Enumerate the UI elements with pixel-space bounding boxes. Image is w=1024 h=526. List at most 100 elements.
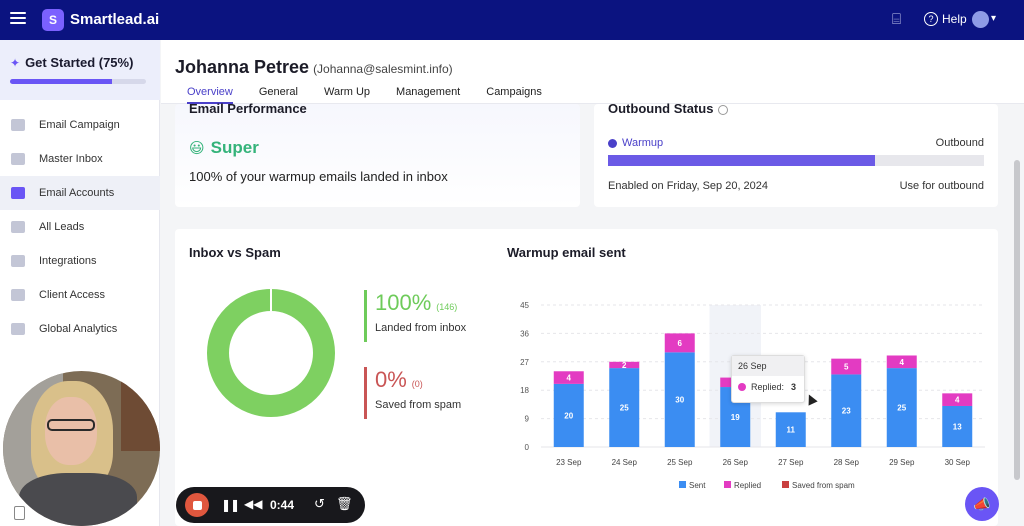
chevron-down-icon[interactable]: ▾ [991, 13, 997, 24]
tab-management[interactable]: Management [396, 86, 461, 98]
sidebar-item-label: Email Accounts [39, 187, 115, 199]
page-scrollbar[interactable] [1014, 160, 1020, 480]
inbox-vs-spam-title: Inbox vs Spam [189, 245, 281, 260]
tooltip-value: 3 [791, 382, 797, 392]
info-icon[interactable] [718, 104, 729, 115]
bar-value-label: 11 [787, 426, 796, 435]
restart-icon[interactable]: ↺ [314, 496, 325, 511]
sidebar-nav: Email Campaign Master Inbox Email Accounts… [0, 108, 160, 346]
sidebar-item-label: Email Campaign [39, 119, 120, 131]
y-tick-label: 9 [525, 415, 530, 424]
help-label: Help [942, 12, 967, 26]
sidebar-item-email-accounts[interactable]: Email Accounts [0, 176, 160, 210]
top-bar: S Smartlead.ai ⌸ ? Help ▾ [0, 0, 1024, 40]
puzzle-icon [11, 255, 25, 267]
rewind-icon[interactable]: ◀◀ [244, 497, 263, 511]
chart-tooltip: 26 Sep Replied: 3 [731, 355, 805, 403]
performance-grade: 😃 Super [189, 138, 259, 158]
bar-sent [553, 383, 584, 447]
get-started-panel[interactable]: ✦ Get Started (75%) [0, 40, 160, 100]
inbox-percent: 100% [375, 290, 432, 315]
bar-replied [831, 358, 862, 375]
inbox-label: Landed from inbox [375, 322, 467, 334]
help-button[interactable]: ? Help [924, 12, 967, 26]
trash-icon[interactable]: 🗑 [336, 496, 353, 511]
pause-icon[interactable]: ❚❚ [221, 498, 240, 512]
recording-controls: ❚❚ ◀◀ 0:44 ↺ 🗑 [176, 487, 365, 523]
bar-value-label: 19 [731, 413, 740, 422]
legend-item: Sent [689, 481, 706, 490]
app-name: Smartlead.ai [70, 11, 160, 28]
tooltip-dot [738, 383, 746, 391]
x-tick-label: 28 Sep [834, 458, 860, 467]
warmup-progress-fill [608, 155, 875, 166]
document-icon[interactable] [14, 506, 25, 520]
tab-campaigns[interactable]: Campaigns [486, 86, 542, 98]
sidebar-item-label: All Leads [39, 221, 85, 233]
sidebar-item-email-campaign[interactable]: Email Campaign [0, 108, 160, 142]
announcement-icon[interactable]: 📣 [965, 487, 999, 521]
account-name: Johanna Petree [175, 57, 310, 77]
logo-icon: S [42, 9, 64, 31]
tab-overview[interactable]: Overview [187, 86, 233, 104]
x-tick-label: 27 Sep [778, 458, 804, 467]
enabled-date: Enabled on Friday, Sep 20, 2024 [608, 180, 769, 192]
help-icon: ? [924, 12, 938, 26]
x-tick-label: 26 Sep [723, 458, 749, 467]
sidebar-item-global-analytics[interactable]: Global Analytics [0, 312, 160, 346]
legend-swatch [679, 481, 686, 488]
legend-item: Replied [734, 481, 761, 490]
email-performance-title: Email Performance [189, 101, 307, 116]
webcam-overlay[interactable] [3, 371, 160, 526]
gift-icon[interactable]: ⌸ [892, 11, 902, 28]
warmup-progress-bar [608, 155, 984, 166]
y-tick-label: 36 [520, 329, 529, 338]
bar-value-label: 4 [567, 374, 572, 383]
bar-value-label: 13 [953, 422, 962, 431]
bar-sent [775, 412, 806, 447]
webcam-person-glasses [47, 419, 95, 431]
bar-value-label: 4 [955, 396, 960, 405]
bar-value-label: 30 [675, 396, 684, 405]
sidebar-item-client-access[interactable]: Client Access [0, 278, 160, 312]
outbound-status-label: Outbound Status [608, 101, 714, 116]
bar-value-label: 6 [678, 339, 683, 348]
page-title: Johanna Petree (Johanna@salesmint.info) [175, 57, 453, 78]
inbox-count: (146) [436, 302, 458, 312]
webcam-painting [121, 381, 160, 451]
tab-warm-up[interactable]: Warm Up [323, 86, 371, 98]
donut-inbox-ring [207, 289, 335, 417]
sidebar-item-integrations[interactable]: Integrations [0, 244, 160, 278]
bar-sent [831, 374, 862, 447]
stop-recording-button[interactable] [185, 493, 209, 517]
use-for-outbound[interactable]: Use for outbound [899, 180, 984, 192]
inbox-icon [11, 153, 25, 165]
bar-value-label: 25 [620, 404, 629, 413]
x-tick-label: 23 Sep [556, 458, 582, 467]
bar-replied [942, 393, 973, 406]
sidebar-item-label: Global Analytics [39, 323, 118, 335]
y-tick-label: 0 [525, 443, 530, 452]
menu-icon[interactable] [10, 12, 26, 26]
email-performance-card: Email Performance 😃 Super 100% of your w… [175, 101, 580, 207]
campaign-icon [11, 119, 25, 131]
y-tick-label: 27 [520, 358, 529, 367]
bar-value-label: 5 [844, 363, 849, 372]
bolt-icon [11, 289, 25, 301]
x-tick-label: 29 Sep [889, 458, 915, 467]
tooltip-label: Replied: [751, 382, 785, 392]
inbox-stat: 100% (146) Landed from inbox [364, 290, 466, 342]
user-avatar[interactable] [972, 11, 989, 28]
stop-icon [192, 500, 202, 510]
get-started-label: Get Started (75%) [25, 55, 134, 70]
warmup-label: Warmup [622, 137, 664, 149]
analytics-card: Inbox vs Spam 100% (146) Landed from inbo… [175, 229, 998, 526]
warmup-chart-title: Warmup email sent [507, 245, 626, 260]
sidebar-item-master-inbox[interactable]: Master Inbox [0, 142, 160, 176]
sidebar-item-label: Client Access [39, 289, 106, 301]
tab-general[interactable]: General [258, 86, 298, 98]
sidebar-item-all-leads[interactable]: All Leads [0, 210, 160, 244]
recording-timer: 0:44 [270, 498, 295, 512]
webcam-person-face [45, 397, 97, 465]
